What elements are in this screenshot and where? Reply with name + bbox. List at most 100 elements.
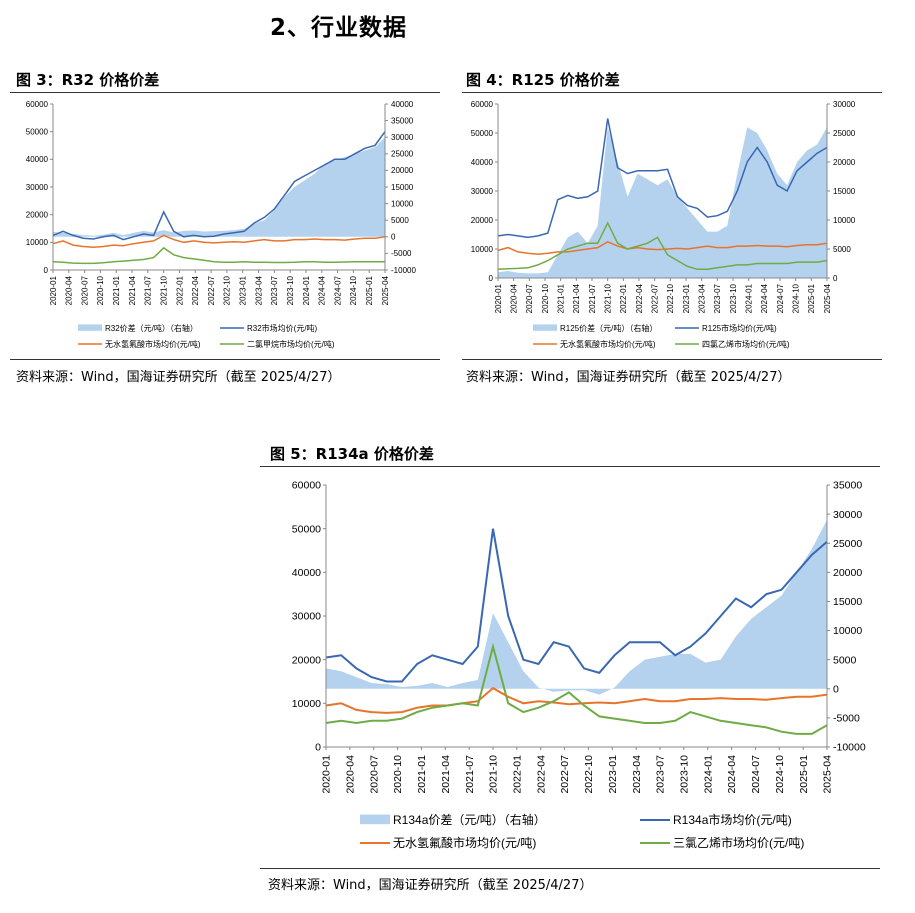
right-tick-label: 30000 (833, 100, 856, 109)
left-tick-label: 0 (489, 274, 494, 283)
spread-area-series (498, 127, 827, 278)
legend-label: R125市场均价(元/吨) (702, 323, 777, 333)
line-series-product (497, 118, 828, 239)
x-tick-label: 2020-10 (96, 275, 105, 305)
figure-3-bottom-rule (10, 359, 440, 360)
x-tick-label: 2024-07 (333, 275, 342, 305)
x-tick-label: 2024-04 (760, 283, 769, 313)
x-tick-label: 2020-07 (80, 275, 89, 305)
x-tick-label: 2024-07 (750, 755, 762, 794)
x-tick-label: 2021-01 (556, 283, 565, 313)
x-tick-label: 2023-10 (679, 755, 691, 794)
right-tick-label: 20000 (391, 166, 414, 175)
x-tick-label: 2024-01 (302, 275, 311, 305)
legend-label: R32市场均价(元/吨) (247, 323, 318, 333)
line-series-product (52, 131, 386, 241)
r125-chart: 0 10000 20000 30000 40000 50000 60000 0 5000 1000… (471, 100, 856, 349)
left-tick-label: 40000 (471, 158, 494, 167)
right-tick-label: 0 (833, 683, 839, 695)
line-series-third (52, 246, 385, 265)
x-tick-label: 2022-01 (512, 755, 524, 794)
legend-label: 无水氢氟酸市场均价(元/吨) (105, 339, 201, 349)
x-tick-label: 2025-04 (381, 275, 390, 305)
x-tick-label: 2025-01 (365, 275, 374, 305)
x-tick-label: 2022-07 (559, 755, 571, 794)
figure-5-title: 图 5：R134a 价格价差 (270, 445, 434, 463)
x-tick-label: 2022-07 (650, 283, 659, 313)
x-tick-label: 2021-07 (588, 283, 597, 313)
line-series-hf (497, 240, 828, 255)
right-tick-label: 40000 (391, 100, 414, 109)
right-tick-label: 0 (833, 274, 838, 283)
x-tick-label: 2022-10 (223, 275, 232, 305)
x-tick-label: 2024-10 (349, 275, 358, 305)
right-tick-label: -10000 (391, 266, 416, 275)
x-tick-label: 2023-07 (270, 275, 279, 305)
x-tick-label: 2022-07 (207, 275, 216, 305)
x-tick-label: 2024-10 (791, 283, 800, 313)
right-tick-label: 5000 (391, 216, 409, 225)
right-tick-label: -10000 (833, 742, 866, 754)
x-tick-label: 2021-01 (112, 275, 121, 305)
left-tick-label: 30000 (292, 611, 321, 623)
x-tick-label: 2021-07 (144, 275, 153, 305)
right-tick-label: 15000 (391, 183, 414, 192)
right-tick-label: 15000 (833, 596, 862, 608)
line-series-third (325, 642, 828, 735)
left-tick-label: 0 (315, 742, 321, 754)
legend-label: R134a市场均价(元/吨) (673, 812, 792, 827)
x-tick-label: 2023-01 (682, 283, 691, 313)
right-tick-label: 25000 (833, 538, 862, 550)
x-tick-label: 2025-04 (822, 755, 834, 794)
right-tick-label: -5000 (833, 713, 860, 725)
legend-label: R32价差（元/吨）（右轴） (105, 323, 198, 333)
x-tick-label: 2025-01 (798, 755, 810, 794)
line-series-hf (52, 234, 386, 249)
right-tick-label: 30000 (833, 509, 862, 521)
right-tick-label: 0 (391, 233, 396, 242)
right-tick-label: 10000 (833, 216, 856, 225)
left-tick-label: 50000 (292, 523, 321, 535)
x-tick-label: 2022-10 (666, 283, 675, 313)
right-tick-label: 25000 (391, 150, 414, 159)
x-tick-label: 2023-07 (655, 755, 667, 794)
x-tick-label: 2020-10 (392, 755, 404, 794)
spread-area-series (326, 519, 827, 695)
figure-3-top-rule (10, 92, 440, 93)
right-tick-label: 5000 (833, 654, 857, 666)
legend-swatch-spread (533, 324, 557, 331)
left-tick-label: 40000 (26, 155, 49, 164)
figure-4-bottom-rule (462, 359, 882, 360)
x-tick-label: 2020-07 (525, 283, 534, 313)
right-tick-label: 35000 (391, 116, 414, 125)
left-tick-label: 50000 (26, 127, 49, 136)
x-tick-label: 2020-01 (321, 755, 333, 794)
left-tick-label: 60000 (471, 100, 494, 109)
figure-4-source: 资料来源：Wind，国海证券研究所（截至 2025/4/27） (466, 370, 791, 385)
spread-area-series (53, 137, 385, 237)
figure-4-title: 图 4：R125 价格价差 (466, 71, 620, 89)
x-tick-label: 2025-01 (807, 283, 816, 313)
legend-label: 无水氢氟酸市场均价(元/吨) (393, 835, 536, 850)
x-tick-label: 2023-04 (697, 283, 706, 313)
legend-label: 四氯乙烯市场均价(元/吨) (702, 339, 790, 349)
x-tick-label: 2021-07 (464, 755, 476, 794)
left-tick-label: 60000 (292, 480, 321, 492)
x-tick-label: 2021-10 (603, 283, 612, 313)
x-tick-label: 2021-01 (416, 755, 428, 794)
right-tick-label: 35000 (833, 480, 862, 492)
line-series-hf (325, 686, 828, 714)
x-tick-label: 2021-10 (159, 275, 168, 305)
left-tick-label: 10000 (471, 245, 494, 254)
x-tick-label: 2022-10 (583, 755, 595, 794)
legend-label: 二氯甲烷市场均价(元/吨) (247, 339, 335, 349)
x-tick-label: 2024-04 (726, 755, 738, 794)
right-tick-label: 20000 (833, 567, 862, 579)
figure-5-source: 资料来源：Wind，国海证券研究所（截至 2025/4/27） (268, 878, 593, 893)
left-tick-label: 50000 (471, 129, 494, 138)
x-tick-label: 2022-04 (191, 275, 200, 305)
figure-3-source: 资料来源：Wind，国海证券研究所（截至 2025/4/27） (16, 370, 341, 385)
legend-label: R134a价差（元/吨）（右轴） (393, 812, 546, 827)
left-tick-label: 30000 (471, 187, 494, 196)
x-tick-label: 2020-04 (65, 275, 74, 305)
